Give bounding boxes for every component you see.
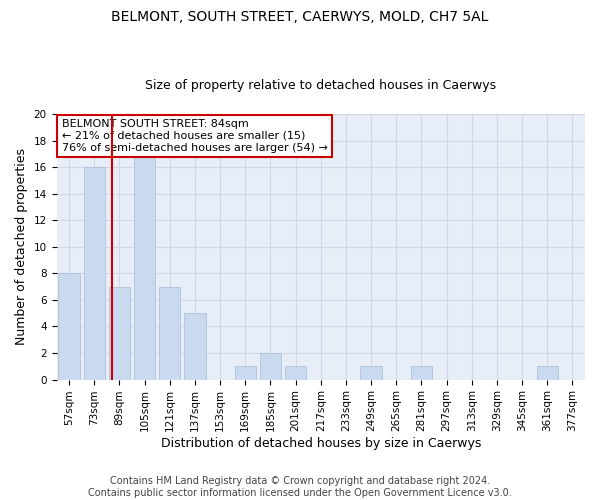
Text: BELMONT SOUTH STREET: 84sqm
← 21% of detached houses are smaller (15)
76% of sem: BELMONT SOUTH STREET: 84sqm ← 21% of det… (62, 120, 328, 152)
Bar (260, 353, 281, 380)
X-axis label: Distribution of detached houses by size in Caerwys: Distribution of detached houses by size … (161, 437, 481, 450)
Text: BELMONT, SOUTH STREET, CAERWYS, MOLD, CH7 5AL: BELMONT, SOUTH STREET, CAERWYS, MOLD, CH… (112, 10, 488, 24)
Bar (83, 167, 105, 380)
Bar (285, 366, 306, 380)
Bar (235, 366, 256, 380)
Bar (411, 366, 432, 380)
Bar (184, 313, 206, 380)
Text: Contains HM Land Registry data © Crown copyright and database right 2024.
Contai: Contains HM Land Registry data © Crown c… (88, 476, 512, 498)
Title: Size of property relative to detached houses in Caerwys: Size of property relative to detached ho… (145, 79, 496, 92)
Bar (536, 366, 558, 380)
Bar (361, 366, 382, 380)
Y-axis label: Number of detached properties: Number of detached properties (15, 148, 28, 346)
Bar (159, 286, 181, 380)
Bar (134, 154, 155, 380)
Bar (58, 274, 80, 380)
Bar (109, 286, 130, 380)
